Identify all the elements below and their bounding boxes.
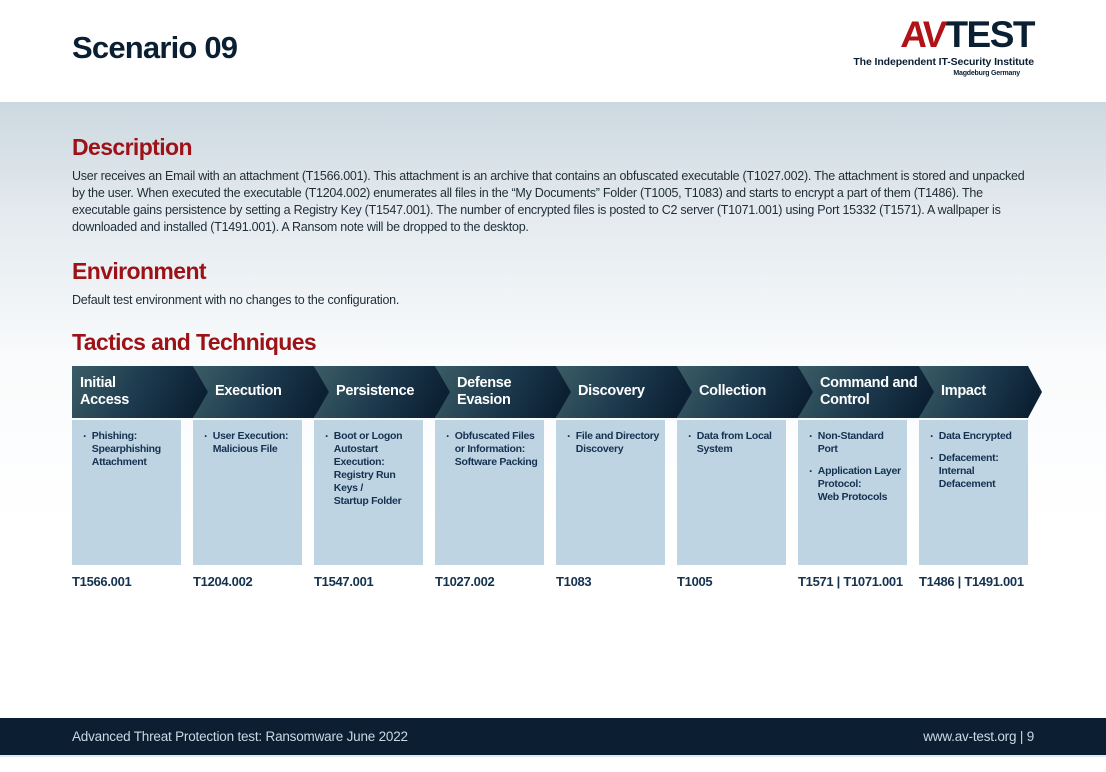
technique-ids: T1005 bbox=[677, 574, 713, 589]
tactic-label: Collection bbox=[699, 383, 767, 400]
bullet-icon: · bbox=[83, 429, 87, 443]
technique-ids: T1027.002 bbox=[435, 574, 495, 589]
bullet-icon: · bbox=[204, 429, 208, 443]
technique-text: Data from Local System bbox=[696, 430, 772, 455]
techniques-cell-execution: · User Execution: Malicious File bbox=[193, 420, 302, 565]
avtest-logo-mark: AV TEST bbox=[899, 14, 1035, 55]
tactic-label: Defense Evasion bbox=[457, 374, 512, 408]
footer-site-page[interactable]: www.av-test.org | 9 bbox=[923, 729, 1034, 744]
technique-ids: T1547.001 bbox=[314, 574, 374, 589]
tactic-header-command-and-control: Command and Control bbox=[798, 366, 935, 418]
tactic-header-discovery: Discovery bbox=[556, 366, 693, 418]
techniques-cell-persistence: · Boot or Logon Autostart Execution: Reg… bbox=[314, 420, 423, 565]
description-heading: Description bbox=[72, 134, 193, 160]
technique-item: · Phishing: Spearphishing Attachment bbox=[83, 430, 178, 469]
bullet-icon: · bbox=[567, 429, 571, 443]
technique-text: Data Encrypted bbox=[938, 430, 1012, 442]
tactics-heading: Tactics and Techniques bbox=[72, 329, 317, 355]
bullet-icon: · bbox=[930, 429, 934, 443]
bullet-icon: · bbox=[688, 429, 692, 443]
tactics-matrix: Initial Access Execution Persistence Def… bbox=[72, 366, 1042, 606]
technique-ids: T1204.002 bbox=[193, 574, 253, 589]
technique-text: Non-Standard Port bbox=[817, 430, 884, 455]
techniques-cell-initial-access: · Phishing: Spearphishing Attachment bbox=[72, 420, 181, 565]
logo-av-text: AV bbox=[899, 14, 945, 55]
technique-text: User Execution: Malicious File bbox=[212, 430, 289, 455]
technique-item: · User Execution: Malicious File bbox=[204, 430, 299, 456]
tactic-label: Initial Access bbox=[80, 374, 129, 408]
logo-location: Magdeburg Germany bbox=[953, 70, 1020, 77]
environment-heading: Environment bbox=[72, 258, 207, 284]
tactic-label: Command and Control bbox=[820, 374, 918, 408]
logo-test-text: TEST bbox=[945, 14, 1035, 55]
technique-item: · Obfuscated Files or Information: Softw… bbox=[446, 430, 541, 469]
tactic-header-persistence: Persistence bbox=[314, 366, 451, 418]
tactic-label: Persistence bbox=[336, 383, 415, 400]
technique-item: · Data from Local System bbox=[688, 430, 783, 456]
technique-ids: T1571 | T1071.001 bbox=[798, 574, 903, 589]
page-header: Scenario 09 AV TEST The Independent IT-S… bbox=[0, 0, 1106, 102]
page-footer: Advanced Threat Protection test: Ransomw… bbox=[0, 718, 1106, 757]
technique-ids-row: T1566.001 T1204.002 T1547.001 T1027.002 … bbox=[72, 574, 1034, 594]
techniques-row: · Phishing: Spearphishing Attachment · U… bbox=[72, 420, 1034, 565]
bullet-icon: · bbox=[930, 451, 934, 465]
bullet-icon: · bbox=[325, 429, 329, 443]
technique-item: · Boot or Logon Autostart Execution: Reg… bbox=[325, 430, 420, 508]
tactic-header-row: Initial Access Execution Persistence Def… bbox=[72, 366, 1042, 418]
techniques-cell-discovery: · File and Directory Discovery bbox=[556, 420, 665, 565]
technique-item: · Data Encrypted bbox=[930, 430, 1025, 443]
technique-item: · File and Directory Discovery bbox=[567, 430, 662, 456]
technique-text: Phishing: Spearphishing Attachment bbox=[91, 430, 161, 468]
technique-item: · Application Layer Protocol: Web Protoc… bbox=[809, 465, 904, 504]
technique-text: File and Directory Discovery bbox=[575, 430, 660, 455]
bullet-icon: · bbox=[446, 429, 450, 443]
technique-text: Obfuscated Files or Information: Softwar… bbox=[454, 430, 538, 468]
environment-text: Default test environment with no changes… bbox=[72, 293, 400, 307]
technique-text: Boot or Logon Autostart Execution: Regis… bbox=[333, 430, 403, 507]
technique-ids: T1083 bbox=[556, 574, 592, 589]
content-area: Description User receives an Email with … bbox=[0, 102, 1106, 718]
tactic-label: Execution bbox=[215, 383, 282, 400]
technique-ids: T1486 | T1491.001 bbox=[919, 574, 1024, 589]
description-text: User receives an Email with an attachmen… bbox=[72, 169, 1025, 234]
tactic-header-execution: Execution bbox=[193, 366, 330, 418]
bullet-icon: · bbox=[809, 429, 813, 443]
technique-item: · Non-Standard Port bbox=[809, 430, 904, 456]
technique-item: · Defacement: Internal Defacement bbox=[930, 452, 1025, 491]
bullet-icon: · bbox=[809, 464, 813, 478]
tactic-header-defense-evasion: Defense Evasion bbox=[435, 366, 572, 418]
technique-text: Defacement: Internal Defacement bbox=[938, 452, 999, 490]
page-title: Scenario 09 bbox=[72, 30, 238, 65]
tactic-label: Discovery bbox=[578, 383, 645, 400]
tactic-header-impact: Impact bbox=[919, 366, 1042, 418]
tactic-header-collection: Collection bbox=[677, 366, 814, 418]
technique-ids: T1566.001 bbox=[72, 574, 132, 589]
techniques-cell-defense-evasion: · Obfuscated Files or Information: Softw… bbox=[435, 420, 544, 565]
logo-tagline: The Independent IT-Security Institute bbox=[853, 56, 1034, 68]
techniques-cell-impact: · Data Encrypted · Defacement: Internal … bbox=[919, 420, 1028, 565]
footer-test-name: Advanced Threat Protection test: Ransomw… bbox=[72, 729, 408, 744]
technique-text: Application Layer Protocol: Web Protocol… bbox=[817, 465, 901, 503]
tactic-label: Impact bbox=[941, 383, 986, 400]
techniques-cell-collection: · Data from Local System bbox=[677, 420, 786, 565]
tactic-header-initial-access: Initial Access bbox=[72, 366, 209, 418]
avtest-logo: AV TEST The Independent IT-Security Inst… bbox=[853, 14, 1035, 77]
techniques-cell-command-and-control: · Non-Standard Port · Application Layer … bbox=[798, 420, 907, 565]
